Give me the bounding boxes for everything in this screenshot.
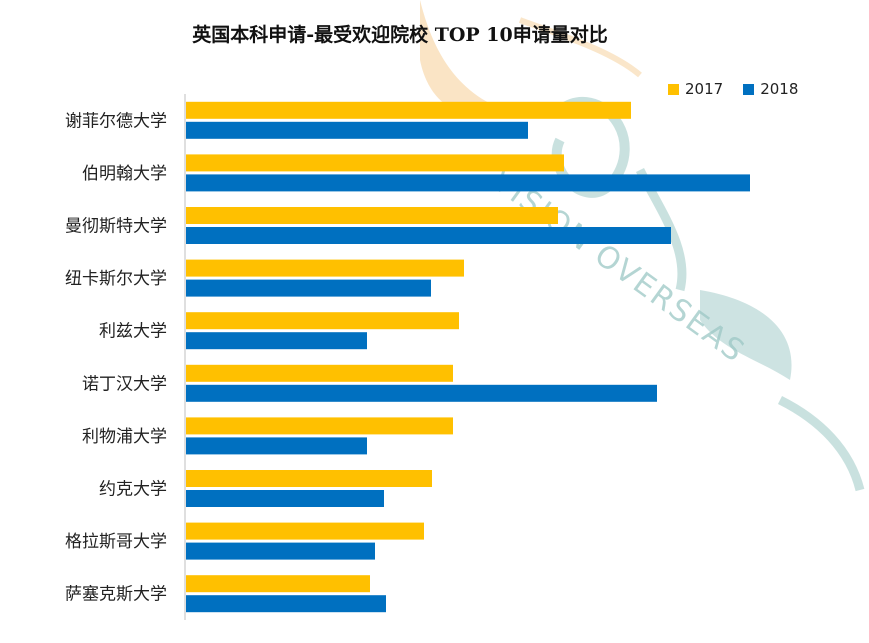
bar-2017 (186, 207, 558, 224)
bar-2018 (186, 384, 657, 402)
category-label: 曼彻斯特大学 (65, 217, 167, 237)
legend-label: 2018 (760, 80, 799, 98)
bar-2017 (186, 154, 564, 172)
bar-2017 (186, 417, 453, 435)
bar-2017 (186, 101, 631, 119)
bar-2017 (186, 259, 464, 277)
bar-2018 (186, 437, 367, 455)
bar-2017 (186, 575, 370, 593)
legend-label: 2017 (685, 80, 724, 98)
bar-2018 (186, 279, 431, 297)
category-label: 谢菲尔德大学 (65, 111, 167, 131)
bar-2017 (186, 312, 459, 330)
bar-2018 (186, 227, 671, 244)
bar-2017 (186, 364, 453, 382)
bar-2018 (186, 332, 367, 350)
bar-2018 (186, 121, 528, 139)
chart-title: 英国本科申请-最受欢迎院校 TOP 10申请量对比 (192, 24, 608, 46)
category-label: 利物浦大学 (82, 427, 167, 447)
category-label: 格拉斯哥大学 (65, 532, 167, 552)
category-label: 约克大学 (99, 480, 167, 500)
bar-2017 (186, 522, 424, 540)
category-label: 诺丁汉大学 (82, 374, 167, 394)
legend-swatch (743, 83, 755, 95)
category-label: 萨塞克斯大学 (65, 585, 167, 605)
bar-2018 (186, 174, 750, 192)
bar-2018 (186, 595, 386, 613)
category-label: 利兹大学 (99, 322, 167, 342)
legend-swatch (668, 83, 679, 95)
category-label: 伯明翰大学 (82, 164, 167, 184)
legend-item: 2018 (743, 80, 798, 98)
bar-2017 (186, 470, 432, 487)
legend-item: 2017 (668, 80, 723, 98)
category-label: 纽卡斯尔大学 (65, 269, 167, 289)
bar-2018 (186, 490, 384, 507)
legend: 2017 2018 (668, 80, 798, 98)
bar-2018 (186, 542, 375, 560)
